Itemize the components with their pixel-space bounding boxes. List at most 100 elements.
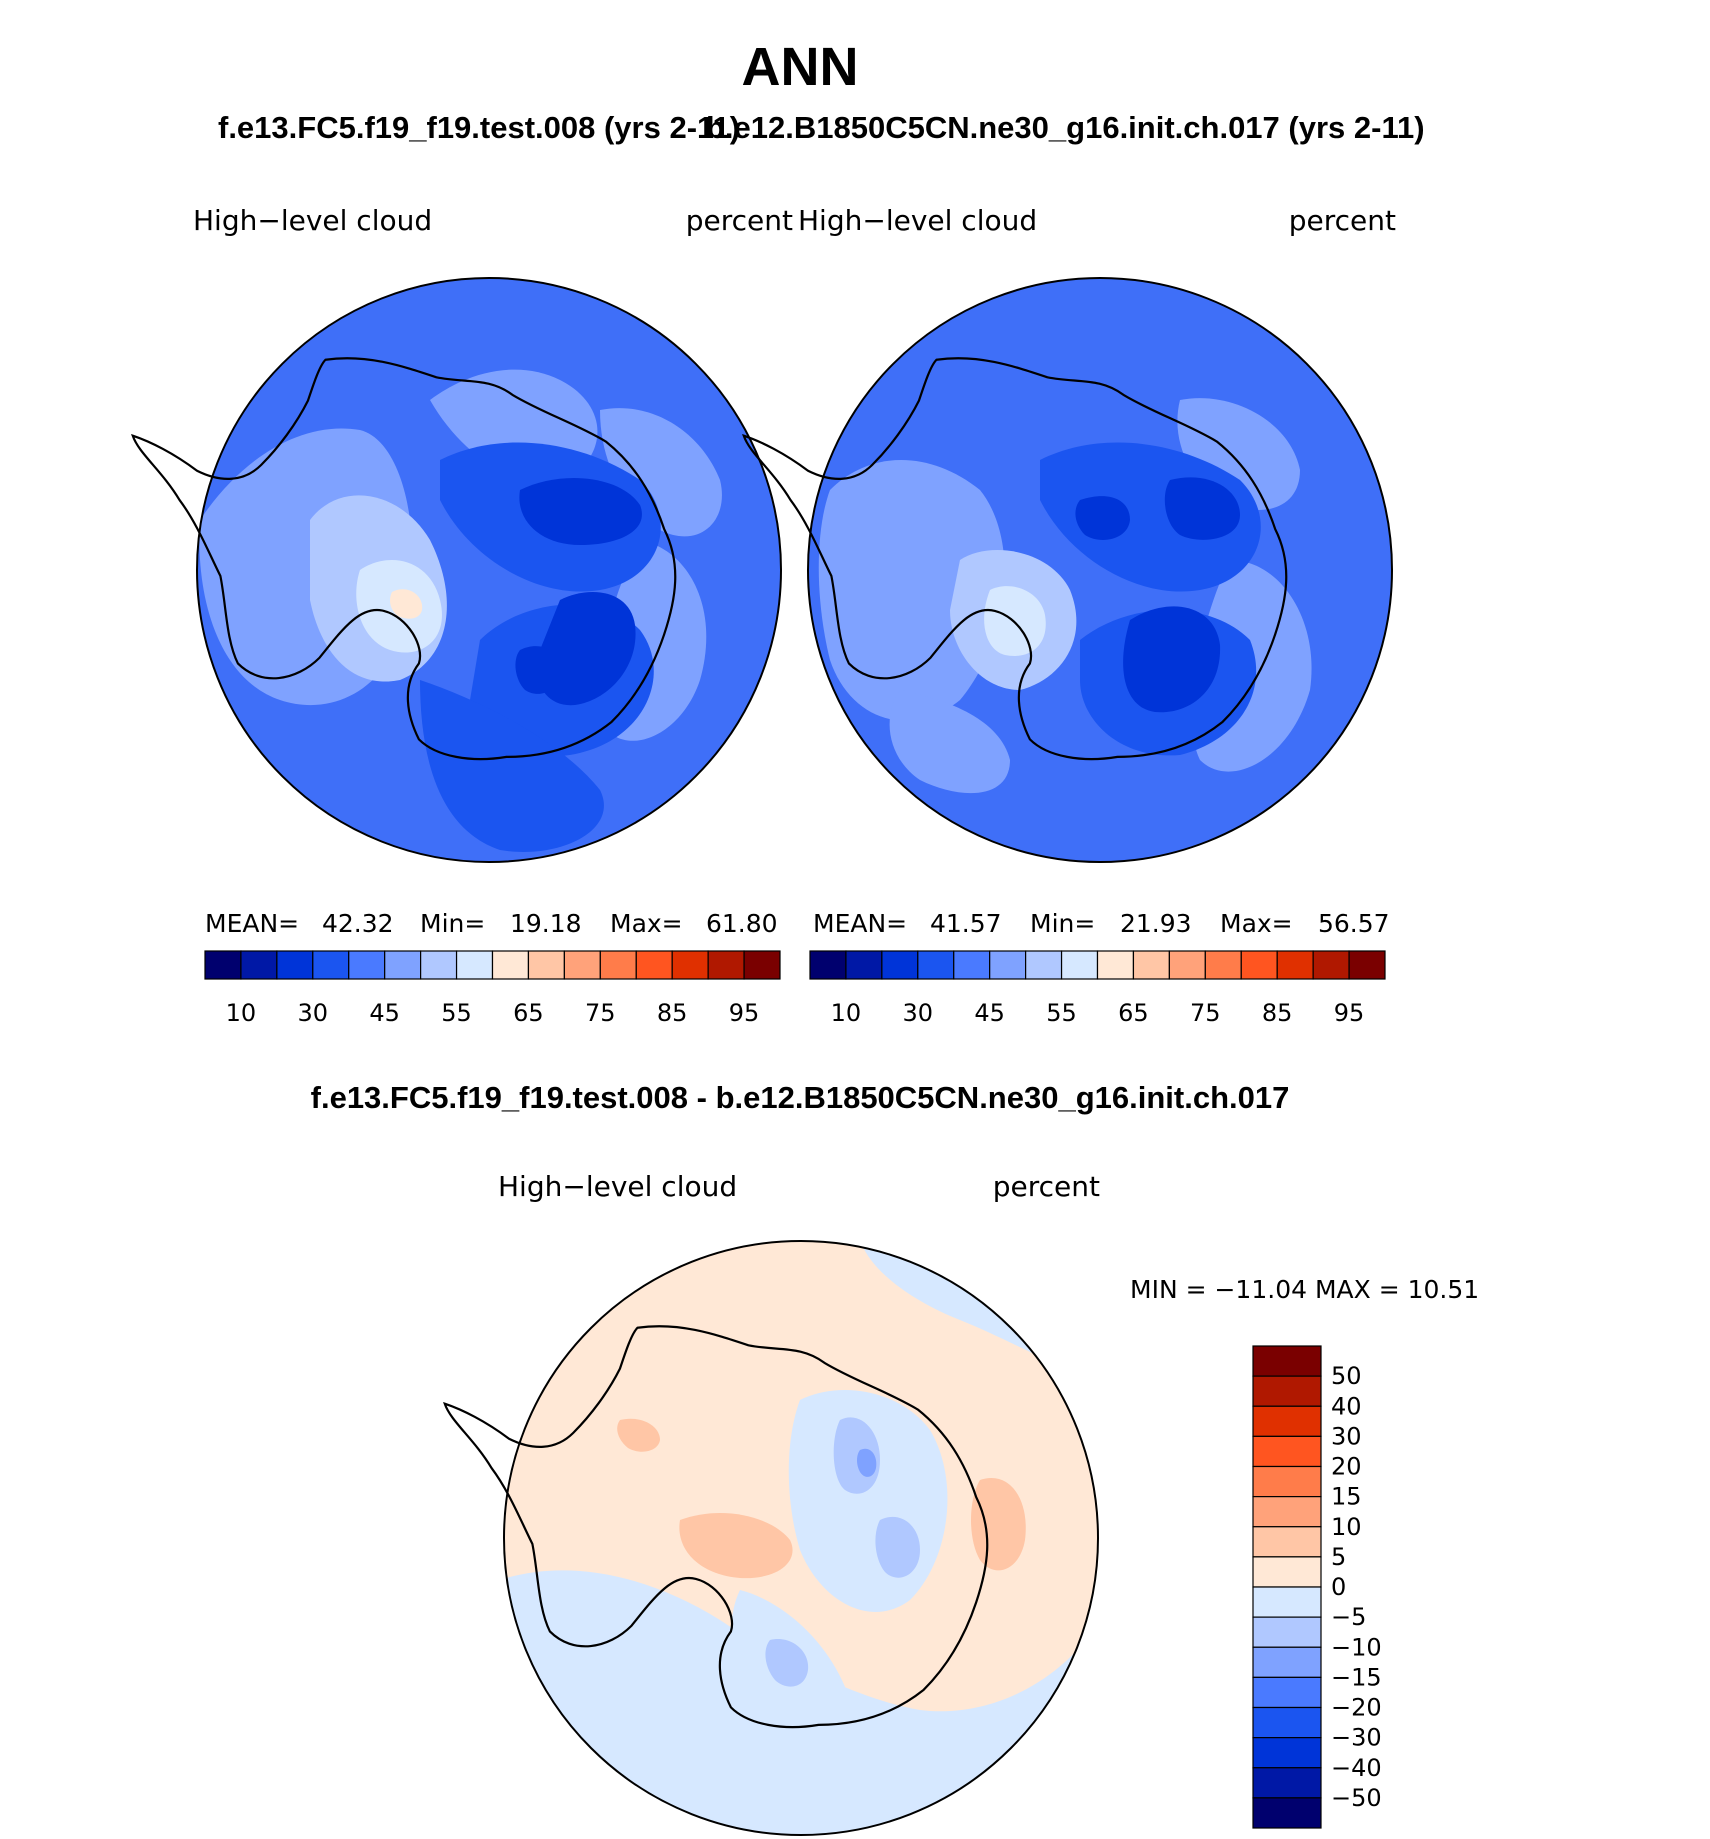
right-colorbar-swatch <box>809 950 847 980</box>
left-max-value: 61.80 <box>706 909 778 938</box>
left-colorbar-tick-label: 95 <box>729 999 760 1027</box>
left-stats: MEAN= 42.32 Min= 19.18 Max= 61.80 <box>205 909 778 938</box>
diff-colorbar-swatch <box>1252 1767 1322 1799</box>
right-colorbar-swatch <box>917 950 955 980</box>
left-min-label: Min= <box>420 909 485 938</box>
left-mean-value: 42.32 <box>322 909 394 938</box>
left-colorbar-swatch <box>384 950 422 980</box>
right-colorbar-swatch <box>1204 950 1242 980</box>
right-colorbar-swatch <box>1312 950 1350 980</box>
right-max-label: Max= <box>1220 909 1293 938</box>
left-colorbar-tick-label: 65 <box>513 999 544 1027</box>
left-colorbar-swatch <box>276 950 314 980</box>
right-colorbar-swatch <box>1168 950 1206 980</box>
right-stats: MEAN= 41.57 Min= 21.93 Max= 56.57 <box>813 909 1390 938</box>
right-case-title: b.e12.B1850C5CN.ne30_g16.init.ch.017 (yr… <box>706 110 1425 145</box>
right-colorbar-tick-label: 95 <box>1334 999 1365 1027</box>
right-min-value: 21.93 <box>1120 909 1192 938</box>
diff-colorbar-swatch <box>1252 1526 1322 1558</box>
right-colorbar-tick-label: 45 <box>974 999 1005 1027</box>
left-colorbar-swatch <box>204 950 242 980</box>
diff-colorbar-swatch <box>1252 1556 1322 1588</box>
left-colorbar-swatch <box>348 950 386 980</box>
left-colorbar-swatch <box>671 950 709 980</box>
right-min-label: Min= <box>1030 909 1095 938</box>
diff-colorbar-tick-label: −40 <box>1331 1754 1382 1782</box>
left-case-title: f.e13.FC5.f19_f19.test.008 (yrs 2-11) <box>218 110 740 145</box>
right-colorbar-swatch <box>1132 950 1170 980</box>
left-colorbar-swatch <box>455 950 494 980</box>
left-colorbar-tick-label: 10 <box>226 999 257 1027</box>
diff-colorbar-swatch <box>1252 1646 1322 1678</box>
diff-colorbar-tick-label: 15 <box>1331 1483 1362 1511</box>
diff-colorbar-tick-label: 0 <box>1331 1573 1346 1601</box>
diff-colorbar-tick-label: −30 <box>1331 1724 1382 1752</box>
left-max-label: Max= <box>610 909 683 938</box>
diff-colorbar-tick-label: −20 <box>1331 1694 1382 1722</box>
left-colorbar-swatch <box>599 950 637 980</box>
diff-colorbar-tick-label: 40 <box>1331 1392 1362 1420</box>
diff-title: f.e13.FC5.f19_f19.test.008 - b.e12.B1850… <box>311 1080 1290 1115</box>
right-mean-value: 41.57 <box>930 909 1002 938</box>
diff-colorbar-swatch <box>1252 1435 1322 1468</box>
left-units-label: percent <box>686 204 793 237</box>
right-polar-map <box>744 278 1392 862</box>
diff-colorbar-swatch <box>1252 1345 1322 1377</box>
left-variable-label: High−level cloud <box>193 204 432 237</box>
right-colorbar: 10 30 45 55 65 75 85 95 <box>809 950 1386 1027</box>
left-colorbar-swatch <box>420 950 458 980</box>
left-colorbar-swatch <box>563 950 601 980</box>
diff-colorbar-swatch <box>1252 1616 1322 1648</box>
right-variable-label: High−level cloud <box>798 204 1037 237</box>
diff-colorbar-tick-label: 20 <box>1331 1453 1362 1481</box>
diff-colorbar-tick-label: −10 <box>1331 1633 1382 1661</box>
right-colorbar-swatch <box>1240 950 1278 980</box>
right-colorbar-tick-label: 55 <box>1046 999 1077 1027</box>
diff-colorbar-swatch <box>1252 1405 1322 1437</box>
diff-colorbar-swatch <box>1252 1797 1322 1829</box>
left-colorbar-tick-label: 75 <box>585 999 616 1027</box>
left-colorbar-tick-label: 85 <box>657 999 688 1027</box>
diff-colorbar-tick-label: 10 <box>1331 1513 1362 1541</box>
right-colorbar-swatch <box>1060 950 1099 980</box>
right-colorbar-swatch <box>1096 950 1135 980</box>
left-colorbar-swatch <box>491 950 530 980</box>
diff-colorbar-tick-label: −5 <box>1331 1603 1366 1631</box>
left-colorbar: 10 30 45 55 65 75 85 95 <box>204 950 781 1027</box>
left-colorbar-tick-label: 45 <box>369 999 400 1027</box>
diff-colorbar-swatch <box>1252 1676 1322 1709</box>
right-max-value: 56.57 <box>1318 909 1390 938</box>
left-colorbar-swatch <box>312 950 350 980</box>
left-colorbar-tick-label: 30 <box>298 999 329 1027</box>
left-colorbar-swatch <box>635 950 673 980</box>
left-colorbar-tick-label: 55 <box>441 999 472 1027</box>
right-colorbar-swatch <box>1348 950 1386 980</box>
right-units-label: percent <box>1289 204 1396 237</box>
left-polar-map <box>133 278 781 862</box>
left-colorbar-swatch <box>707 950 745 980</box>
left-colorbar-swatch <box>527 950 565 980</box>
right-colorbar-tick-label: 85 <box>1262 999 1293 1027</box>
right-colorbar-swatch <box>1276 950 1314 980</box>
right-colorbar-swatch <box>953 950 991 980</box>
diff-colorbar-tick-label: 30 <box>1331 1422 1362 1450</box>
diff-colorbar-swatch <box>1252 1375 1322 1407</box>
right-mean-label: MEAN= <box>813 909 907 938</box>
right-colorbar-swatch <box>845 950 883 980</box>
left-colorbar-swatch <box>240 950 278 980</box>
diff-colorbar-swatch <box>1252 1737 1322 1769</box>
diff-colorbar-tick-label: 5 <box>1331 1543 1346 1571</box>
right-colorbar-tick-label: 75 <box>1190 999 1221 1027</box>
right-colorbar-tick-label: 10 <box>831 999 862 1027</box>
right-colorbar-swatch <box>1025 950 1063 980</box>
right-colorbar-swatch <box>881 950 919 980</box>
diff-colorbar-swatch <box>1252 1465 1322 1498</box>
diff-range-text: MIN = −11.04 MAX = 10.51 <box>1130 1275 1479 1304</box>
left-colorbar-swatch <box>743 950 781 980</box>
right-colorbar-swatch <box>989 950 1027 980</box>
right-colorbar-tick-label: 65 <box>1118 999 1149 1027</box>
diff-polar-map <box>445 1236 1120 1839</box>
diff-colorbar-tick-label: 50 <box>1331 1362 1362 1390</box>
